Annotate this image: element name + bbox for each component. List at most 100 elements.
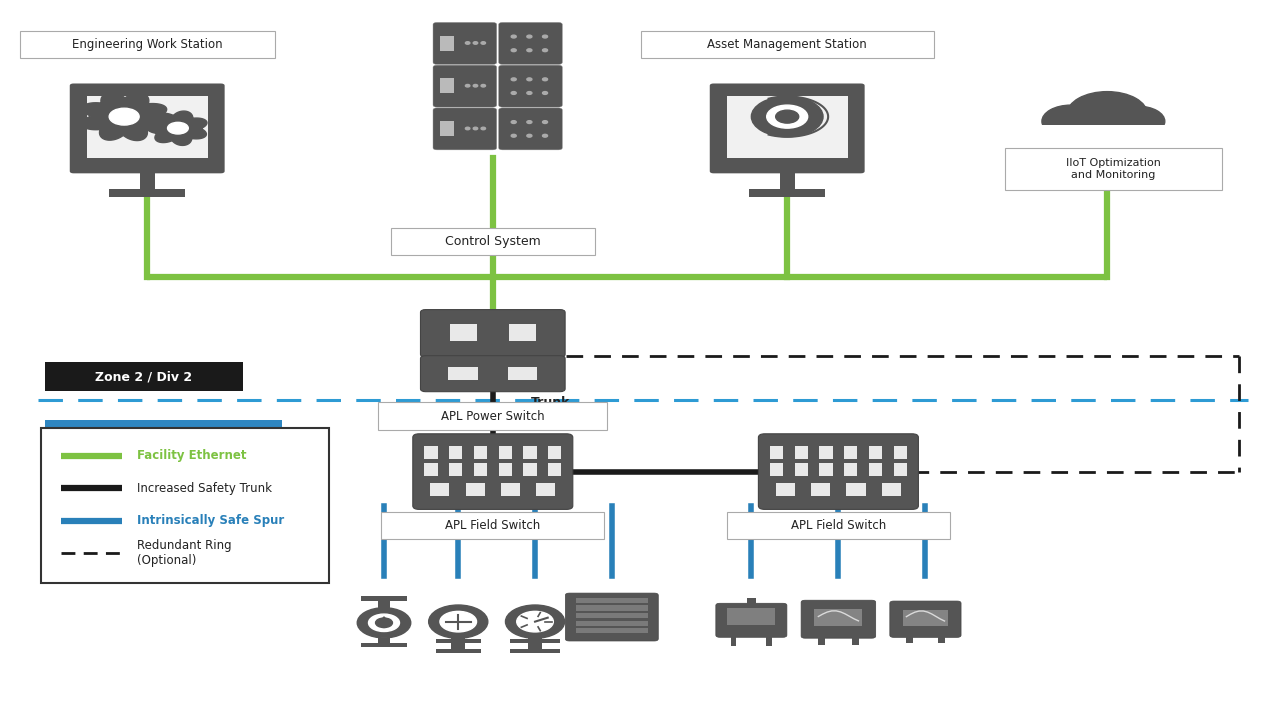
Bar [378,638,390,647]
Circle shape [481,42,485,44]
Circle shape [1068,91,1148,137]
Circle shape [511,121,516,123]
FancyBboxPatch shape [566,593,658,641]
Circle shape [543,135,548,137]
Circle shape [776,110,799,123]
Circle shape [543,78,548,81]
Polygon shape [147,111,207,145]
Circle shape [429,605,488,638]
Bar [378,597,390,618]
Text: Intrinsically Safe Spur: Intrinsically Safe Spur [137,514,284,527]
Bar [1030,125,1184,155]
Bar [45,420,282,449]
Bar [449,446,462,459]
Bar [87,96,207,158]
FancyBboxPatch shape [499,108,562,150]
Circle shape [511,49,516,52]
Text: APL Field Switch: APL Field Switch [445,519,540,532]
Bar [425,464,438,476]
Bar [893,611,909,614]
Text: IIoT Optimization
and Monitoring: IIoT Optimization and Monitoring [1066,158,1161,180]
Text: Increased Safety Trunk: Increased Safety Trunk [137,482,271,495]
Circle shape [543,35,548,38]
Bar [361,642,407,647]
Bar [727,608,776,625]
FancyBboxPatch shape [433,22,497,64]
Bar [529,621,543,640]
Bar [439,121,453,136]
Bar [425,446,438,459]
Circle shape [527,121,532,123]
Circle shape [511,78,516,81]
Text: Engineering Work Station: Engineering Work Station [72,38,223,51]
Bar [509,324,536,341]
Bar [893,464,906,476]
FancyBboxPatch shape [70,84,225,174]
Circle shape [543,121,548,123]
FancyBboxPatch shape [412,433,573,510]
Bar [749,189,826,197]
Circle shape [543,49,548,52]
Bar [449,464,462,476]
Bar [576,598,648,603]
Bar [938,635,945,644]
Bar [805,610,820,614]
Circle shape [1060,108,1126,145]
Bar [511,649,559,653]
Bar [576,621,648,626]
Bar [548,464,561,476]
Bar [942,611,957,614]
Text: Zone 0, 1 / Div 1, 2: Zone 0, 1 / Div 1, 2 [97,428,229,441]
Bar [869,464,882,476]
Bar [452,643,466,653]
Bar [780,171,795,189]
Bar [524,446,536,459]
FancyBboxPatch shape [499,22,562,64]
Bar [819,446,833,459]
Circle shape [481,127,485,130]
Circle shape [369,614,399,631]
Bar [856,610,872,614]
Text: Zone 2 / Div 2: Zone 2 / Div 2 [96,370,192,383]
Text: Trunk: Trunk [531,396,571,409]
Bar [536,483,556,495]
Bar [906,635,913,644]
Circle shape [767,105,808,128]
Bar [109,189,186,197]
Bar [771,464,783,476]
Bar [474,446,488,459]
FancyBboxPatch shape [709,84,865,174]
Bar [844,446,858,459]
Circle shape [481,84,485,87]
Bar [727,96,847,158]
Circle shape [517,611,553,632]
Bar [448,367,477,380]
FancyBboxPatch shape [379,402,608,430]
FancyBboxPatch shape [759,433,919,510]
Bar [474,464,488,476]
Text: APL Power Switch: APL Power Switch [442,410,544,423]
Bar [548,446,561,459]
FancyBboxPatch shape [420,310,566,357]
Bar [818,636,826,644]
Bar [430,483,449,495]
Bar [776,483,795,495]
Text: Facility Ethernet: Facility Ethernet [137,449,247,462]
Bar [439,36,453,50]
Bar [435,649,481,653]
FancyBboxPatch shape [420,356,566,392]
Bar [449,324,476,341]
Circle shape [109,108,140,125]
Bar [846,483,865,495]
Bar [795,446,808,459]
Circle shape [527,35,532,38]
Bar [731,635,736,647]
Bar [767,635,772,647]
Circle shape [474,127,477,130]
Bar [576,606,648,611]
Circle shape [440,611,476,632]
Bar [361,596,407,601]
Circle shape [466,127,470,130]
Bar [576,628,648,634]
FancyBboxPatch shape [433,108,497,150]
